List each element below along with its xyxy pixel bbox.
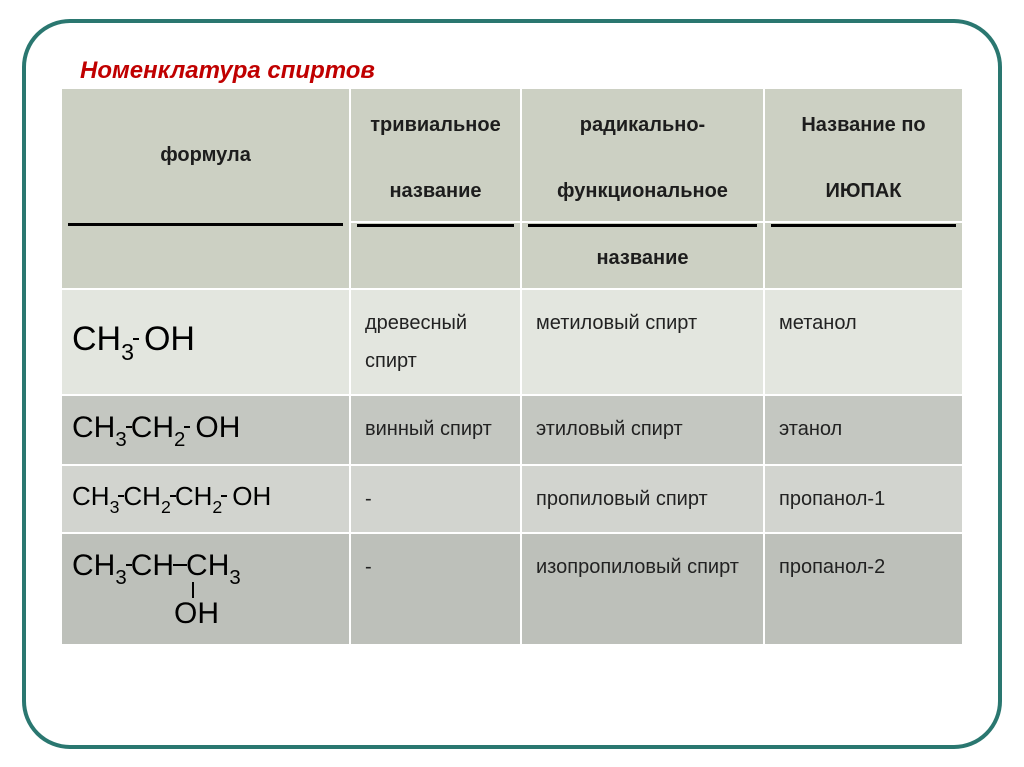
formula-cell: CH3CH2CH2OH [62, 465, 350, 533]
col-trivial-1: тривиальное [350, 89, 521, 161]
trivial-cell: винный спирт [350, 395, 521, 465]
formula-methanol: CH3OH [72, 319, 195, 365]
col-formula: формула [62, 89, 350, 222]
table-row: CH3CHCH3 OH - изопропиловый спирт пропан… [62, 533, 962, 644]
iupac-cell: этанол [764, 395, 962, 465]
slide-frame: Номенклатура спиртов формула тривиальное… [22, 19, 1002, 749]
col-iupac-3 [764, 228, 962, 289]
radical-cell: изопропиловый спирт [521, 533, 764, 644]
branch-oh: OH [174, 596, 219, 632]
iupac-cell: метанол [764, 289, 962, 395]
col-formula-3 [62, 228, 350, 289]
table-row: CH3CH2CH2OH - пропиловый спирт пропанол-… [62, 465, 962, 533]
table-row: CH3OH древесный спирт метиловый спирт ме… [62, 289, 962, 395]
iupac-cell: пропанол-2 [764, 533, 962, 644]
trivial-cell: древесный спирт [350, 289, 521, 395]
radical-cell: этиловый спирт [521, 395, 764, 465]
formula-ethanol: CH3CH2OH [72, 410, 240, 450]
col-trivial-3 [350, 228, 521, 289]
formula-cell: CH3CHCH3 OH [62, 533, 350, 644]
col-radical-3: название [521, 228, 764, 289]
col-radical-1: радикально- [521, 89, 764, 161]
col-iupac-2: ИЮПАК [764, 161, 962, 222]
slide-title: Номенклатура спиртов [80, 57, 962, 85]
header-row-1: формула тривиальное радикально- Название… [62, 89, 962, 161]
formula-propanol2: CH3CHCH3 OH [72, 548, 241, 630]
formula-cell: CH3OH [62, 289, 350, 395]
col-trivial-2: название [350, 161, 521, 222]
header-row-3: название [62, 228, 962, 289]
trivial-cell: - [350, 533, 521, 644]
iupac-cell: пропанол-1 [764, 465, 962, 533]
formula-propanol1: CH3CH2CH2OH [72, 481, 271, 516]
trivial-cell: - [350, 465, 521, 533]
formula-cell: CH3CH2OH [62, 395, 350, 465]
col-radical-2: функциональное [521, 161, 764, 222]
table-row: CH3CH2OH винный спирт этиловый спирт эта… [62, 395, 962, 465]
radical-cell: метиловый спирт [521, 289, 764, 395]
nomenclature-table: формула тривиальное радикально- Название… [62, 89, 962, 645]
col-iupac-1: Название по [764, 89, 962, 161]
radical-cell: пропиловый спирт [521, 465, 764, 533]
